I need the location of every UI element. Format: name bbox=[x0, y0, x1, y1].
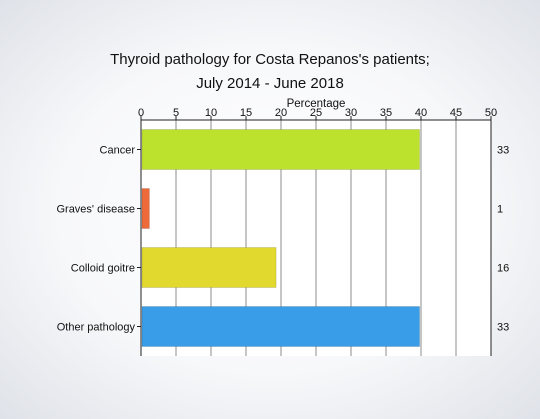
x-tick-label-35: 35 bbox=[380, 107, 392, 119]
x-tick-label-50: 50 bbox=[485, 107, 497, 119]
bar-other-pathology bbox=[141, 306, 421, 347]
data-label-colloid-goitre: 16 bbox=[497, 263, 509, 275]
data-label-other-pathology: 33 bbox=[497, 322, 509, 334]
bar-cancer bbox=[141, 129, 421, 170]
x-tick-label-20: 20 bbox=[275, 107, 287, 119]
x-tick-label-25: 25 bbox=[310, 107, 322, 119]
x-tick-label-45: 45 bbox=[450, 107, 462, 119]
x-tick-label-0: 0 bbox=[138, 107, 144, 119]
x-tick-label-5: 5 bbox=[173, 107, 179, 119]
bar-graves-disease bbox=[141, 188, 150, 229]
chart-title-line-2: July 2014 - June 2018 bbox=[196, 75, 344, 92]
x-tick-label-15: 15 bbox=[240, 107, 252, 119]
category-label-graves-disease: Graves' disease bbox=[56, 204, 135, 216]
plot-area: Cancer 33 Graves' disease 1 Colloid goitre 16… bbox=[56, 107, 509, 356]
x-tick-label-40: 40 bbox=[415, 107, 427, 119]
category-label-colloid-goitre: Colloid goitre bbox=[71, 263, 135, 275]
category-label-cancer: Cancer bbox=[100, 145, 136, 157]
data-label-cancer: 33 bbox=[497, 145, 509, 157]
category-label-other-pathology: Other pathology bbox=[57, 322, 136, 334]
data-label-graves-disease: 1 bbox=[497, 204, 503, 216]
x-tick-label-10: 10 bbox=[205, 107, 217, 119]
chart-title-line-1: Thyroid pathology for Costa Repanos's pa… bbox=[110, 51, 430, 68]
x-axis-title: Percentage bbox=[287, 98, 346, 110]
bar-colloid-goitre bbox=[141, 247, 277, 288]
x-tick-label-30: 30 bbox=[345, 107, 357, 119]
